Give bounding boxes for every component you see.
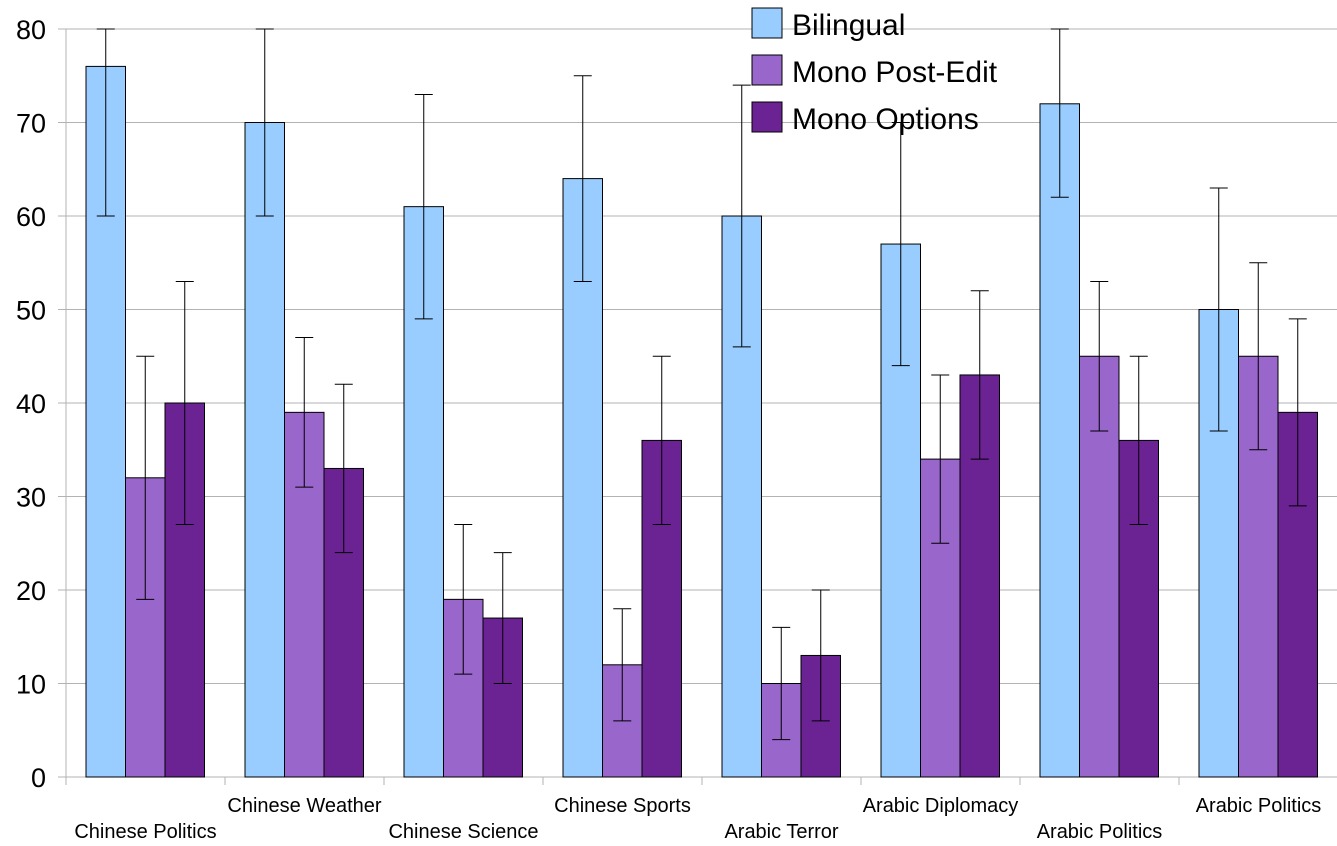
y-tick-label: 10: [16, 670, 46, 700]
legend-label: Mono Post-Edit: [792, 56, 998, 89]
y-tick-label: 20: [16, 576, 46, 606]
bars: [85, 65, 1318, 778]
bar-bilingual: [1039, 103, 1080, 778]
error-bars: [96, 28, 1307, 741]
x-tick-label: Chinese Weather: [227, 795, 382, 817]
y-tick-label: 0: [31, 763, 46, 793]
x-tick-label: Chinese Science: [388, 821, 538, 843]
x-axis-tick-labels: Chinese Politics Chinese Weather Chinese S…: [74, 795, 1321, 843]
y-tick-label: 80: [16, 15, 46, 45]
x-tick-label: Arabic Terror: [724, 821, 838, 843]
y-tick-label: 70: [16, 109, 46, 139]
legend-swatch-mono-post-edit: [751, 54, 783, 86]
y-tick-label: 50: [16, 296, 46, 326]
legend: Bilingual Mono Post-Edit Mono Options: [751, 7, 998, 136]
legend-swatch-mono-options: [751, 101, 783, 133]
y-tick-label: 30: [16, 483, 46, 513]
legend-label: Mono Options: [792, 103, 979, 136]
y-axis-tick-labels: 0 10 20 30 40 50 60 70 80: [16, 15, 46, 793]
x-tick-label: Arabic Politics: [1196, 795, 1322, 817]
x-tick-label: Arabic Diplomacy: [863, 795, 1019, 817]
x-tick-label: Chinese Sports: [554, 795, 691, 817]
bar-bilingual: [244, 122, 285, 778]
legend-swatch-bilingual: [751, 7, 783, 39]
x-tick-label: Chinese Politics: [74, 821, 216, 843]
legend-label: Bilingual: [792, 9, 905, 42]
y-tick-label: 60: [16, 202, 46, 232]
y-tick-label: 40: [16, 389, 46, 419]
x-tick-label: Arabic Politics: [1037, 821, 1163, 843]
